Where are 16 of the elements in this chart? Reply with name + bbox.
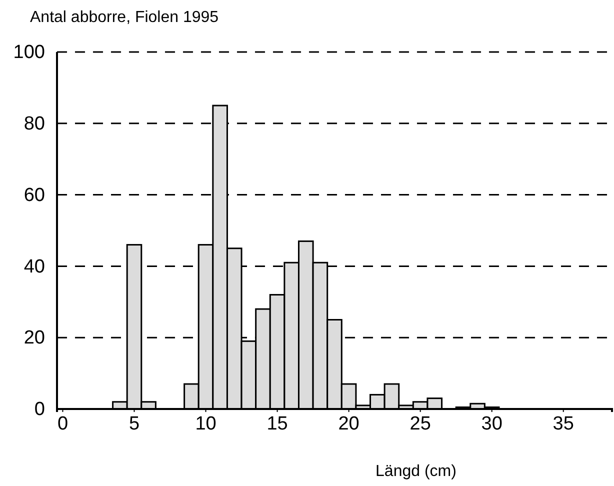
x-tick-label: 5 <box>128 413 140 434</box>
x-axis-title: Längd (cm) <box>376 463 456 480</box>
x-tick-label: 0 <box>57 413 68 434</box>
x-tick-label: 20 <box>338 413 360 434</box>
x-tick-label: 25 <box>410 413 431 434</box>
y-tick-label: 100 <box>13 42 45 64</box>
y-tick-label: 20 <box>24 328 45 349</box>
y-tick-label: 80 <box>24 113 45 134</box>
y-tick-label: 60 <box>24 184 45 206</box>
y-tick-label: 0 <box>34 399 45 420</box>
y-tick-label: 40 <box>24 256 45 278</box>
x-tick-label: 35 <box>552 413 574 434</box>
x-tick-label: 10 <box>195 413 216 434</box>
x-tick-label: 30 <box>481 413 502 434</box>
x-tick-label: 15 <box>266 413 288 434</box>
chart-title: Antal abborre, Fiolen 1995 <box>30 9 219 26</box>
